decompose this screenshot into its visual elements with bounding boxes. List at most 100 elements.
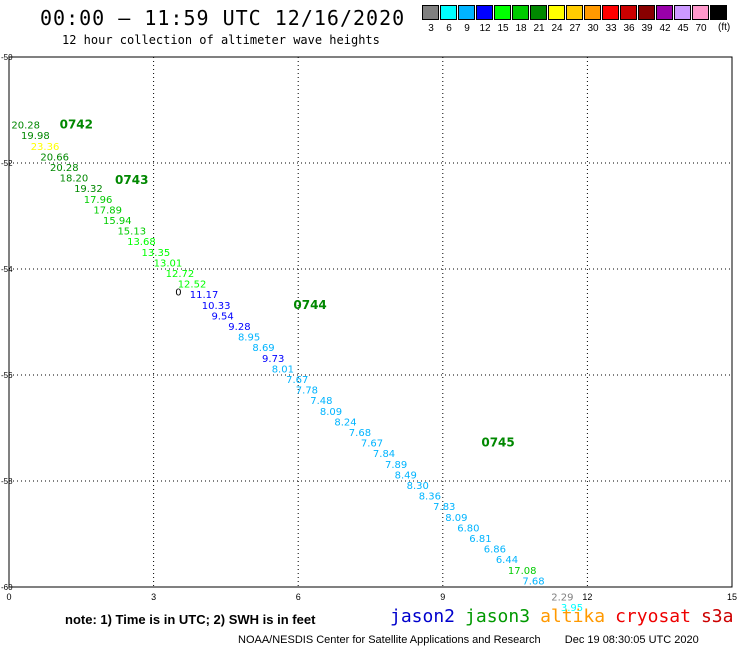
pass-time-label: 0742 [60,118,93,132]
color-scale-swatch [584,5,601,20]
color-scale-swatch [710,5,727,20]
wave-height-label: 10.33 [202,301,231,312]
color-scale-swatch [476,5,493,20]
color-scale-label: 39 [641,23,653,34]
wave-height-label: 11.17 [190,290,219,301]
footer-source: NOAA/NESDIS Center for Satellite Applica… [238,634,541,646]
wave-height-label: 8.09 [320,407,342,418]
color-scale-label: 3 [428,23,434,34]
y-tick-label: -52 [1,159,13,168]
wave-height-label: 19.98 [21,131,50,142]
page-title: 00:00 – 11:59 UTC 12/16/2020 [40,6,406,30]
wave-height-label: 17.96 [84,195,113,206]
pass-time-label: 0745 [481,436,514,450]
color-scale-swatch [422,5,439,20]
wave-height-label: 8.95 [238,333,260,344]
wave-height-label: 7.83 [433,502,455,513]
color-scale-label: 12 [479,23,491,34]
color-scale-label: 9 [464,23,470,34]
x-tick-label: 6 [296,592,301,602]
x-tick-label: 12 [582,592,592,602]
wave-height-label: 9.54 [211,311,233,322]
wave-height-label: 15.94 [103,216,132,227]
mission-legend: jason2 jason3 altika cryosat s3a [390,606,740,627]
wave-height-label: 20.28 [11,121,40,132]
wave-height-label: 6.81 [469,534,491,545]
color-scale-units: (ft) [718,22,731,33]
wave-height-label: 13.35 [142,248,171,259]
wave-height-label: 9.73 [262,354,284,365]
color-scale-label: 70 [695,23,707,34]
wave-height-label: 8.01 [272,364,294,375]
color-scale-swatch [692,5,709,20]
wave-height-label: 13.01 [154,258,183,269]
wave-height-label: 8.30 [407,481,429,492]
color-scale-label: 30 [587,23,599,34]
wave-height-label: 19.32 [74,184,103,195]
mission-label: cryosat [615,606,691,627]
color-scale-swatch [620,5,637,20]
color-scale-label: 6 [446,23,452,34]
wave-height-label: 15.13 [117,227,146,238]
wave-height-label: 12.72 [166,269,195,280]
mission-label: jason2 [390,606,456,627]
note-text: note: 1) Time is in UTC; 2) SWH is in fe… [65,612,316,627]
color-scale-swatch [548,5,565,20]
wave-height-label: 12.52 [178,280,207,291]
pass-time-label: 0744 [293,298,326,312]
wave-height-label: 2.29 [551,592,573,603]
wave-height-label: 17.08 [508,566,537,577]
color-scale-swatch [458,5,475,20]
color-scale-label: 45 [677,23,689,34]
wave-height-label: 7.68 [349,428,371,439]
wave-height-label: 18.20 [60,174,89,185]
wave-height-label: 23.36 [31,142,60,153]
x-tick-label: 3 [151,592,156,602]
color-scale-swatch [674,5,691,20]
color-scale-label: 24 [551,23,563,34]
plot-frame [8,56,733,588]
y-tick-label: -58 [1,477,13,486]
wave-height-label: 8.49 [395,470,417,481]
mission-label: s3a [700,606,734,627]
mission-label: altika [540,606,606,627]
y-tick-label: -60 [1,583,13,592]
mission-label: jason3 [465,606,531,627]
color-scale-label: 18 [515,23,527,34]
wave-height-label: 13.68 [127,237,156,248]
y-tick-label: -50 [1,53,13,62]
color-scale-swatch [440,5,457,20]
wave-height-label: 8.69 [252,343,274,354]
color-scale-label: 42 [659,23,671,34]
x-tick-label: 0 [6,592,11,602]
wave-height-label: 6.86 [484,545,506,556]
color-scale-label: 33 [605,23,617,34]
x-tick-label: 9 [440,592,445,602]
wave-height-label: 6.44 [496,555,518,566]
color-scale-label: 27 [569,23,581,34]
wave-height-label: 17.89 [93,205,122,216]
color-scale-swatch [494,5,511,20]
pass-time-label: 0743 [115,173,148,187]
wave-height-label: 7.48 [310,396,332,407]
y-tick-label: -54 [1,265,13,274]
wave-height-label: 20.28 [50,163,79,174]
color-scale-label: 36 [623,23,635,34]
color-scale-swatch [638,5,655,20]
color-scale-label: 21 [533,23,545,34]
wave-height-label: 7.89 [385,460,407,471]
wave-height-label: 7.78 [296,386,318,397]
wave-height-label: 7.67 [286,375,308,386]
wave-height-label: 8.24 [334,417,356,428]
wave-height-label: 7.67 [361,439,383,450]
color-scale-swatch [656,5,673,20]
wave-height-label: 20.66 [40,152,69,163]
color-scale-label: 15 [497,23,509,34]
stray-label: 0 [175,288,181,299]
color-scale-swatch [530,5,547,20]
wave-height-label: 7.68 [522,576,544,587]
wave-height-label: 3.95 [561,603,583,614]
color-scale-swatch [566,5,583,20]
wave-height-label: 9.28 [228,322,250,333]
